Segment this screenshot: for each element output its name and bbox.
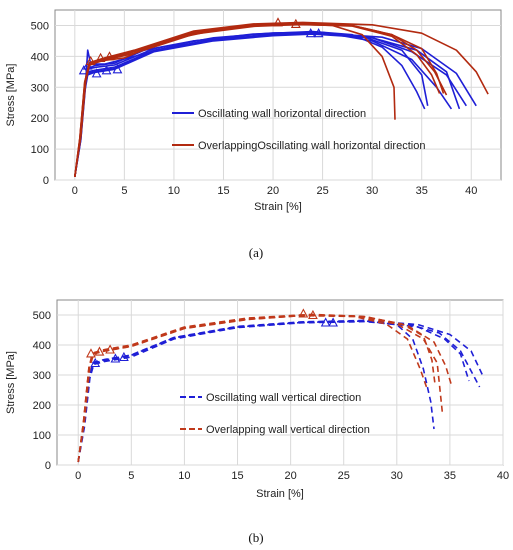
x-tick-label: 40 (465, 185, 477, 197)
y-tick-label: 0 (43, 175, 49, 187)
y-tick-label: 300 (31, 82, 49, 94)
triangle-marker (118, 351, 129, 362)
x-tick-label: 10 (178, 470, 190, 482)
x-axis-label: Strain [%] (254, 201, 302, 213)
triangle-marker (90, 357, 101, 368)
x-tick-label: 15 (231, 470, 243, 482)
x-tick-label: 40 (497, 470, 509, 482)
x-tick-label: 0 (72, 185, 78, 197)
y-tick-label: 100 (33, 430, 51, 442)
y-tick-label: 500 (31, 20, 49, 32)
data-layer (77, 308, 485, 463)
triangle-marker (101, 65, 112, 75)
triangle-marker (95, 52, 106, 62)
triangle-marker (328, 317, 339, 327)
series-line (74, 22, 445, 178)
y-tick-label: 200 (33, 400, 51, 412)
x-tick-label: 20 (267, 185, 279, 197)
triangle-marker (78, 65, 89, 75)
triangle-marker (305, 28, 316, 38)
x-tick-label: 10 (168, 185, 180, 197)
legend-label: Oscillating wall horizontal direction (198, 108, 366, 120)
x-tick-label: 35 (444, 470, 456, 482)
x-tick-label: 25 (338, 470, 350, 482)
y-tick-label: 100 (31, 144, 49, 156)
plot-area (54, 9, 502, 181)
panel-caption: (a) (249, 245, 263, 260)
y-tick-label: 500 (33, 310, 51, 322)
series-line (77, 313, 453, 463)
series-line (77, 314, 444, 463)
x-tick-label: 20 (284, 470, 296, 482)
triangle-marker (112, 64, 123, 74)
panel-caption: (b) (248, 530, 263, 545)
y-tick-label: 400 (33, 340, 51, 352)
triangle-marker (298, 308, 309, 318)
x-tick-label: 15 (217, 185, 229, 197)
x-tick-label: 30 (366, 185, 378, 197)
triangle-marker (313, 28, 324, 38)
x-tick-label: 5 (128, 470, 134, 482)
triangle-marker (320, 317, 331, 327)
x-tick-label: 35 (416, 185, 428, 197)
series-line (77, 320, 435, 463)
y-tick-label: 400 (31, 51, 49, 63)
legend-label: OverlappingOscillating wall horizontal d… (198, 140, 425, 152)
y-axis-label: Stress [MPa] (5, 351, 17, 414)
data-layer (74, 17, 489, 178)
triangle-marker (273, 17, 283, 27)
y-axis-label: Stress [MPa] (5, 64, 17, 127)
triangle-marker (290, 18, 301, 28)
x-tick-label: 0 (75, 470, 81, 482)
legend-label: Overlapping wall vertical direction (206, 424, 370, 436)
triangle-marker (94, 346, 105, 356)
series-line (77, 314, 428, 463)
y-tick-label: 200 (31, 113, 49, 125)
triangle-marker (105, 344, 116, 354)
triangle-marker (85, 55, 96, 66)
x-axis-label: Strain [%] (256, 488, 304, 500)
y-tick-label: 0 (45, 460, 51, 472)
x-tick-label: 5 (121, 185, 127, 197)
x-tick-label: 25 (316, 185, 328, 197)
triangle-marker (91, 68, 102, 78)
triangle-marker (308, 309, 318, 320)
series-line (77, 320, 470, 463)
series-line (77, 314, 436, 463)
legend-label: Oscillating wall vertical direction (206, 392, 361, 404)
triangle-marker (104, 51, 115, 61)
triangle-marker (86, 348, 96, 358)
y-tick-label: 300 (33, 370, 51, 382)
triangle-marker (110, 353, 121, 363)
x-tick-label: 30 (391, 470, 403, 482)
